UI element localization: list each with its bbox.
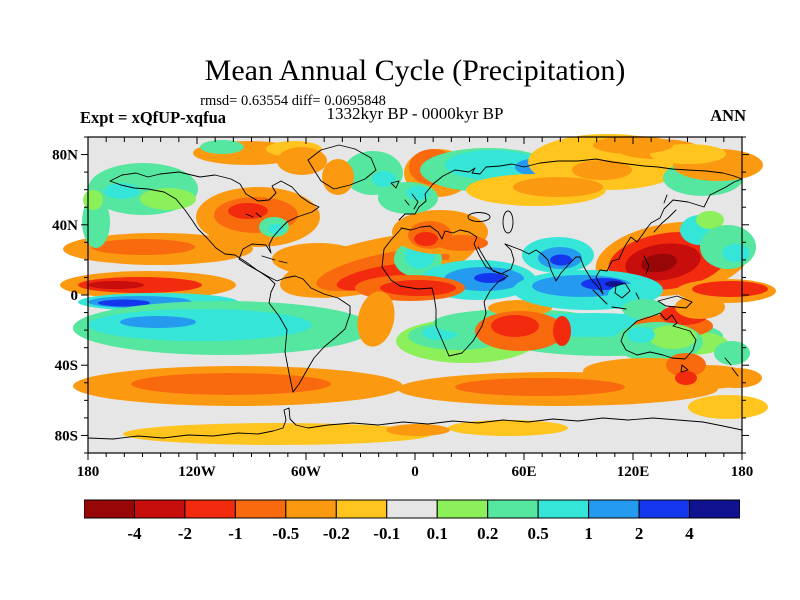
colorbar-level-label: 0.1 [427,524,448,543]
colorbar-level-label: 0.2 [477,524,498,543]
experiment-label: Expt = xQfUP-xqfua [80,108,226,127]
stats-line: rmsd= 0.63554 diff= 0.0695848 [200,93,386,109]
colorbar-cell [638,499,691,519]
colorbar-cell [285,499,337,519]
colorbar-cell [335,499,388,519]
chart-title: Mean Annual Cycle (Precipitation) [204,54,626,87]
colorbar-level-label: 4 [685,524,694,543]
colorbar-cell [184,499,236,519]
lon-label-180e: 180 [731,464,754,479]
lon-label-120e: 120E [617,464,650,479]
longitude-labels: 180 120W 60W 0 60E 120E 180 [77,464,754,479]
colorbar-level-label: -4 [127,524,142,543]
colorbar-cell [386,499,438,519]
latitude-labels: 80N 40N 0 40S 80S [52,148,78,445]
lat-label-40n: 40N [52,218,78,234]
colorbar-level-label: -2 [178,524,192,543]
lon-label-60w: 60W [291,464,321,479]
lon-label-0: 0 [411,464,419,479]
axis-ticks [81,136,749,460]
colorbar-cell [588,499,640,519]
colorbar-level-label: -0.1 [373,524,400,543]
colorbar-level-label: 2 [635,524,644,543]
lat-label-80s: 80S [55,428,78,444]
colorbar-level-label: -1 [228,524,242,543]
map-frame [87,136,743,454]
lon-label-60e: 60E [511,464,536,479]
colorbar: -4 -2 -1 -0.5 -0.2 -0.1 0.1 0.2 0.5 1 2 4 [84,499,740,543]
lon-label-180w: 180 [77,464,100,479]
lon-label-120w: 120W [178,464,216,479]
colorbar-cell [133,499,186,519]
coastlines [87,144,743,440]
colorbar-cell [537,499,590,519]
colorbar-level-label: 1 [584,524,593,543]
colorbar-cell [234,499,287,519]
colorbar-cell [689,499,740,519]
colorbar-cell [84,499,135,519]
season-label: ANN [710,106,746,125]
lat-label-0: 0 [71,288,79,304]
map-plot: 80N 40N 0 40S 80S 180 120W 60W 0 60E 120… [52,134,776,479]
colorbar-level-label: -0.5 [272,524,299,543]
period-line: 1332kyr BP - 0000kyr BP [326,104,504,123]
colorbar-level-label: 0.5 [528,524,549,543]
lat-label-40s: 40S [55,358,78,374]
colorbar-cell [436,499,489,519]
colorbar-labels: -4 -2 -1 -0.5 -0.2 -0.1 0.1 0.2 0.5 1 2 4 [127,524,694,543]
lat-label-80n: 80N [52,148,78,164]
colorbar-cells [84,499,740,519]
colorbar-cell [487,499,539,519]
colorbar-level-label: -0.2 [323,524,350,543]
